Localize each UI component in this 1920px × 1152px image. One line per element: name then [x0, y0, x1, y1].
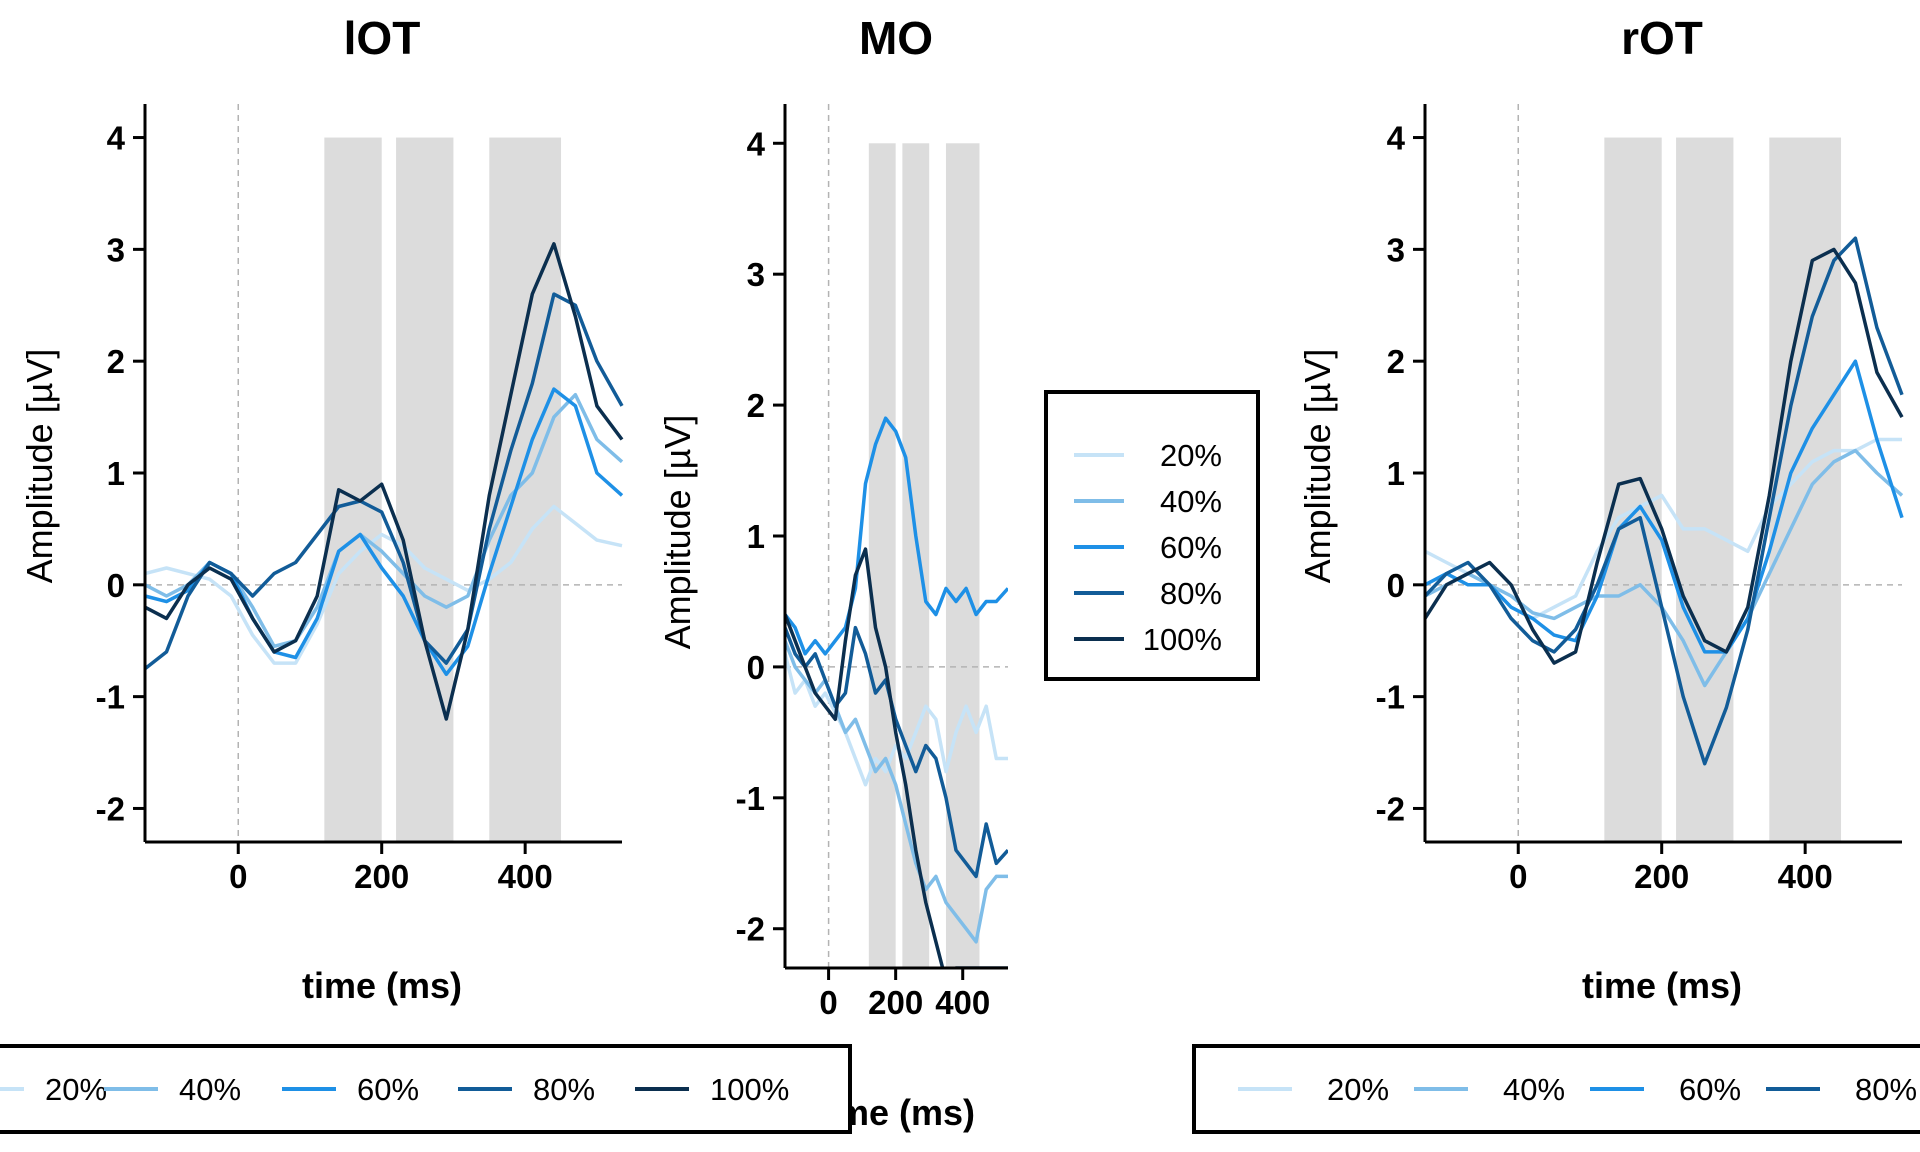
y-tick-label: 2 [1387, 343, 1405, 380]
x-tick-label: 400 [498, 858, 553, 895]
series-line [785, 640, 1008, 944]
legend-label: 100% [710, 1072, 789, 1107]
legend-label: 20% [45, 1072, 107, 1107]
time-window [868, 143, 896, 969]
y-axis-title: Amplitude [µV] [19, 349, 60, 584]
y-tick-label: -2 [1376, 790, 1405, 827]
time-window [396, 137, 454, 842]
legend-label: 100% [1143, 622, 1222, 657]
panel-lOT: lOT Amplitude [µV] time (ms) -2 -1 0 1 2 3 4 0 2… [19, 12, 624, 1006]
legend-label: 40% [1503, 1072, 1565, 1107]
panel-title: rOT [1621, 12, 1703, 64]
time-window [1604, 137, 1662, 842]
y-tick-label: 1 [1387, 455, 1405, 492]
x-tick-label: 200 [1634, 858, 1689, 895]
y-tick-label: -2 [96, 790, 125, 827]
series-line [1424, 359, 1904, 654]
y-tick-label: -1 [1376, 679, 1405, 716]
y-tick-label: 3 [1387, 231, 1405, 268]
y-tick-label: 2 [747, 387, 765, 424]
x-tick-label: 400 [935, 984, 990, 1021]
y-tick-label: 3 [107, 231, 125, 268]
panel-title: MO [859, 12, 933, 64]
series-line [1423, 236, 1904, 766]
y-axis-title: Amplitude [µV] [657, 415, 698, 650]
legend-label: 60% [1160, 530, 1222, 565]
legend-label: 60% [1679, 1072, 1741, 1107]
legend-frame [1044, 390, 1260, 681]
legend-label: 80% [1160, 576, 1222, 611]
time-window [1769, 137, 1842, 842]
x-tick-label: 200 [354, 858, 409, 895]
y-tick-label: 1 [747, 518, 765, 555]
y-tick-label: -1 [96, 679, 125, 716]
legend-label: 40% [1160, 484, 1222, 519]
legend-label: 80% [1855, 1072, 1917, 1107]
y-tick-label: 4 [107, 120, 126, 157]
panel-rOT: rOT Amplitude [µV] time (ms) -2 -1 0 1 2 3 4 0 2… [1297, 12, 1904, 1006]
legend-label: 20% [1160, 438, 1222, 473]
y-tick-label: 4 [747, 125, 766, 162]
legend-label: 60% [357, 1072, 419, 1107]
series-line [785, 416, 1008, 656]
legend-middle: 20% 40% 60% 80% 100% [1044, 390, 1260, 681]
series-line [143, 292, 624, 671]
time-window [945, 143, 980, 969]
legend-left: 20% 40% 60% 80% 100% [0, 1044, 852, 1134]
y-tick-label: 0 [1387, 567, 1405, 604]
y-axis-title: Amplitude [µV] [1297, 349, 1338, 584]
legend-label: 20% [1327, 1072, 1389, 1107]
series-group [785, 416, 1008, 968]
series-line [144, 242, 624, 721]
series-group [143, 242, 624, 721]
legend-label: 40% [179, 1072, 241, 1107]
series-line [785, 625, 1008, 879]
y-tick-label: 1 [107, 455, 125, 492]
series-line [785, 547, 1008, 968]
y-tick-label: -2 [736, 911, 765, 948]
x-axis-title: time (ms) [1582, 965, 1742, 1006]
legend-label: 80% [533, 1072, 595, 1107]
x-tick-label: 0 [1509, 858, 1527, 895]
x-axis-title: time (ms) [302, 965, 462, 1006]
series-group [1423, 236, 1904, 766]
y-tick-label: 4 [1387, 120, 1406, 157]
x-tick-label: 200 [868, 984, 923, 1021]
y-tick-label: 0 [107, 567, 125, 604]
y-tick-label: -1 [736, 780, 765, 817]
y-tick-label: 0 [747, 649, 765, 686]
x-tick-label: 400 [1778, 858, 1833, 895]
x-tick-label: 0 [229, 858, 247, 895]
series-line [785, 653, 1008, 787]
time-window [1676, 137, 1734, 842]
x-tick-label: 0 [819, 984, 837, 1021]
legend-right: 20% 40% 60% 80% [1192, 1044, 1920, 1134]
y-tick-label: 3 [747, 256, 765, 293]
series-line [144, 504, 623, 665]
y-tick-label: 2 [107, 343, 125, 380]
panel-title: lOT [344, 12, 421, 64]
series-line [1423, 247, 1904, 665]
